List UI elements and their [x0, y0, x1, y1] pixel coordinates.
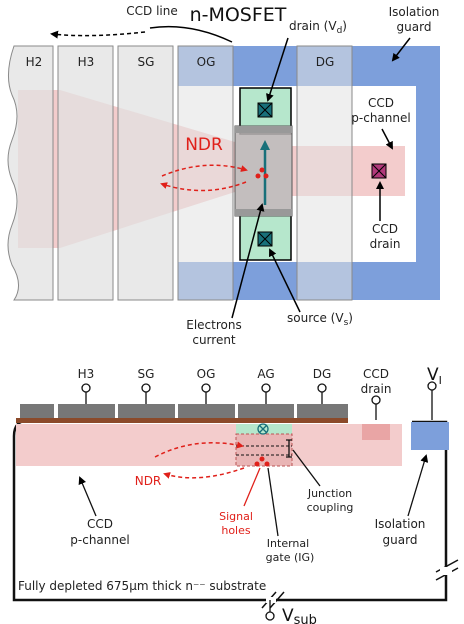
ccd-drain-contact-icon [371, 163, 387, 179]
internal-gate-leader [267, 467, 279, 537]
isolation-guard-label-top-1: Isolation [389, 5, 440, 19]
ccd-pchannel-leader-top [381, 128, 393, 150]
bottom-gate-label-og: OG [197, 367, 216, 381]
bottom-isolation-guard-label-2: guard [383, 533, 418, 547]
ndr-label-top: NDR [185, 135, 223, 155]
bottom-gate-label-dg: DG [313, 367, 332, 381]
bottom-ccd-drain-label-1: CCD [363, 367, 389, 381]
bottom-ccd-drain-label-2: drain [361, 382, 392, 396]
ccd-drain-label-top-1: CCD [372, 222, 398, 236]
bottom-gate-label-sg: SG [138, 367, 155, 381]
signal-holes-label-1: Signal [219, 510, 253, 523]
nmosfet-title: n-MOSFET [190, 4, 287, 26]
bottom-gate-label-h3: H3 [78, 367, 95, 381]
source-contact-icon [257, 231, 273, 247]
bottom-ndr-arrow-upper [154, 441, 244, 458]
gate-label-h3: H3 [78, 55, 95, 69]
gate-h2 [7, 45, 54, 301]
bottom-ccd-pchannel-label-2: p-channel [70, 533, 129, 547]
gate-dg [296, 45, 353, 301]
junction-coupling-leader [292, 449, 321, 487]
internal-gate-label-1: Internal [267, 537, 309, 550]
electrons-current-label-2: current [192, 333, 236, 347]
ccd-pchannel-label-top-2: p-channel [351, 111, 410, 125]
signal-holes-label-2: holes [221, 524, 251, 537]
bottom-gate-label-ag: AG [257, 367, 274, 381]
vsub-label: Vsub [282, 606, 317, 624]
signal-holes-leader [243, 467, 261, 507]
ccd-line-leader [149, 25, 233, 43]
ndr-arrow-lower [160, 181, 247, 192]
gate-label-og: OG [197, 55, 216, 69]
gate-h3 [57, 45, 114, 301]
bottom-isolation-guard-label-1: Isolation [375, 517, 426, 531]
ccd-drain-label-top-2: drain [370, 237, 401, 251]
bottom-isolation-guard-region [411, 422, 449, 450]
ccd-line-arrow [50, 30, 146, 39]
vi-label: VI [427, 365, 442, 387]
gate-label-dg: DG [316, 55, 335, 69]
break-gap-bottom [266, 597, 276, 603]
bottom-ccd-pchannel-label-1: CCD [87, 517, 113, 531]
drain-leader [266, 37, 289, 102]
electrons-current-label-1: Electrons [186, 318, 241, 332]
junction-coupling-bracket [286, 439, 292, 458]
bottom-ccd-pchannel-leader [78, 476, 97, 517]
drain-contact-icon [257, 102, 273, 118]
bottom-ccd-drain-region [362, 424, 390, 440]
junction-coupling-label-1: Junction [307, 487, 352, 500]
substrate-label: Fully depleted 675μm thick n⁻⁻ substrate [18, 579, 266, 593]
gate-sg [117, 45, 174, 301]
ccd-pchannel-label-top-1: CCD [368, 96, 394, 110]
drain-label: drain (Vd) [289, 19, 347, 36]
gate-posts [81, 381, 437, 420]
internal-gate-box [235, 433, 293, 467]
ndr-label-bottom: NDR [135, 474, 162, 488]
electrons-current-leader [231, 203, 265, 319]
source-leader [269, 248, 301, 313]
gate-metals [20, 404, 348, 418]
isolation-guard-leader-top [391, 37, 411, 62]
vsub-terminal [265, 611, 275, 621]
internal-gate-label-2: gate (IG) [266, 551, 315, 564]
gate-label-sg: SG [138, 55, 155, 69]
isolation-guard-label-top-2: guard [397, 20, 432, 34]
electron-flow-icon [257, 423, 269, 435]
gate-og [177, 45, 234, 301]
oxide-layer [16, 418, 348, 423]
bottom-isolation-guard-leader [407, 454, 429, 517]
ccd-line-label: CCD line [126, 4, 177, 18]
gate-label-h2: H2 [26, 55, 43, 69]
source-label: source (Vs) [287, 311, 353, 328]
ndr-arrow-upper [161, 164, 248, 177]
signal-holes-dots [255, 167, 269, 179]
break-gap-right [440, 567, 452, 575]
mosfet-gate-edge-top [235, 126, 292, 133]
mosfet-gate-edge-bottom [235, 209, 292, 216]
ccd-channel-band [16, 424, 402, 466]
bottom-ndr-arrow-lower [163, 467, 245, 479]
junction-coupling-label-2: coupling [307, 501, 354, 514]
top-view: H2 H3 SG OG DG [7, 4, 440, 347]
cross-section-view: H3 SG OG AG DG CCD drain VI Junctio [12, 365, 459, 624]
bottom-signal-holes-dots [254, 456, 270, 467]
